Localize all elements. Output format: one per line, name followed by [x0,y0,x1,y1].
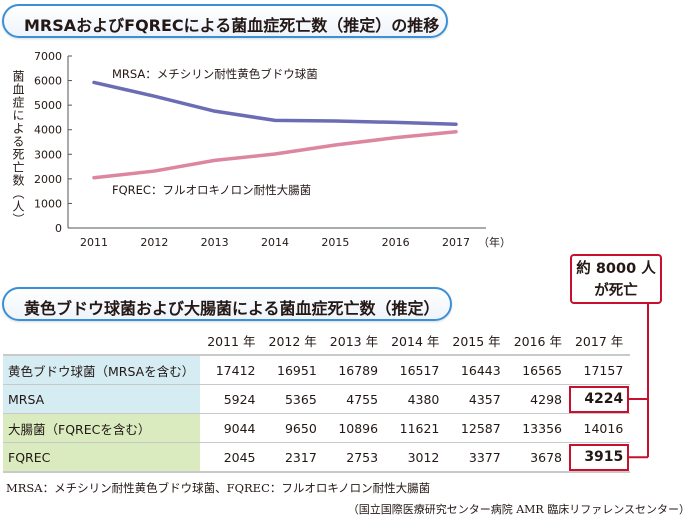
table-header-row: 2011 年 2012 年 2013 年 2014 年 2015 年 2016 … [3,326,631,356]
header-2015: 2015 年 [445,326,508,356]
table-cell: 16789 [323,355,386,385]
table-cell: 3012 [384,442,447,473]
y-tick-label: 6000 [34,75,62,88]
mrsa-series-line [92,80,458,126]
y-tick-label: 5000 [34,99,62,112]
y-tick-label: 0 [55,222,62,235]
table-cell: 16951 [262,355,324,385]
header-2014: 2014 年 [384,326,447,356]
callout-line2: が死亡 [594,283,638,299]
y-tick-label: 3000 [34,148,62,161]
table-cell: 9650 [262,413,324,443]
table-row-ecoli: 大腸菌（FQRECを含む） 9044 9650 10896 11621 1258… [3,413,631,443]
abbreviation-note: MRSA：メチシリン耐性黄色ブドウ球菌、FQREC：フルオロキノロン耐性大腸菌 [6,481,431,495]
header-blank [3,326,202,356]
x-tick-label: 2017 [442,236,470,249]
table-cell: 4755 [323,384,386,414]
table-cell: 12587 [445,413,508,443]
mrsa-series-label: MRSA：メチシリン耐性黄色ブドウ球菌 [112,67,318,81]
y-tick-label: 4000 [34,124,62,137]
y-tick-label: 7000 [34,50,62,63]
header-2016: 2016 年 [507,326,569,356]
table-cell: 13356 [507,413,569,443]
table-cell: 10896 [323,413,386,443]
table-row-mrsa: MRSA 5924 5365 4755 4380 4357 4298 4224 [3,384,631,414]
x-tick-label: 2015 [321,236,349,249]
table-cell: 3678 [507,442,569,473]
header-2017: 2017 年 [568,326,631,356]
table-title: 黄色ブドウ球菌および大腸菌による菌血症死亡数（推定） [24,299,440,318]
table-cell: 17157 [568,355,631,385]
x-tick-label: 2014 [261,236,289,249]
table-row-fqrec: FQREC 2045 2317 2753 3012 3377 3678 3915 [3,442,631,473]
table-cell: 4380 [384,384,447,414]
table-cell: 16443 [445,355,508,385]
row-label: 大腸菌（FQRECを含む） [3,413,202,443]
chart-title-banner: MRSAおよびFQRECによる菌血症死亡数（推定）の推移 [2,4,448,38]
table-cell: 3377 [445,442,508,473]
callout-box: 約 8000 人 が死亡 [570,254,662,304]
source-credit: （国立国際医療研究センター病院 AMR 臨床リファレンスセンター） [347,503,690,516]
line-chart: 0 1000 2000 3000 4000 5000 6000 7000 2011 2012 201… [11,50,511,249]
fqrec-series-label: FQREC：フルオロキノロン耐性大腸菌 [112,183,311,197]
highlighted-cell-mrsa-2017: 4224 [568,384,631,414]
table-cell: 4357 [445,384,508,414]
table-cell: 2753 [323,442,386,473]
table-title-banner: 黄色ブドウ球菌および大腸菌による菌血症死亡数（推定） [2,287,452,321]
y-tick-label: 2000 [34,173,62,186]
table-cell: 5924 [200,384,263,414]
x-tick-label: 2011 [80,236,108,249]
header-2011: 2011 年 [200,326,263,356]
callout-line1: 約 8000 人 [576,261,656,277]
death-count-table: 2011 年 2012 年 2013 年 2014 年 2015 年 2016 … [3,326,631,473]
x-tick-label: 2012 [140,236,168,249]
table-cell: 5365 [262,384,324,414]
header-2013: 2013 年 [323,326,386,356]
x-axis-unit: （年） [478,235,511,249]
x-tick-label: 2016 [382,236,410,249]
table-cell: 14016 [568,413,631,443]
fqrec-series-line [92,130,458,180]
table-cell: 17412 [200,355,263,385]
table-cell: 2045 [200,442,263,473]
table-row-staph: 黄色ブドウ球菌（MRSAを含む） 17412 16951 16789 16517… [3,355,631,385]
table-cell: 2317 [262,442,324,473]
x-tick-label: 2013 [201,236,229,249]
y-axis-label: 菌血症による死亡数（人） [11,70,25,226]
table-cell: 16517 [384,355,447,385]
chart-title: MRSAおよびFQRECによる菌血症死亡数（推定）の推移 [24,16,440,35]
header-2012: 2012 年 [262,326,324,356]
table-cell: 16565 [507,355,569,385]
y-tick-label: 1000 [34,197,62,210]
row-label: MRSA [3,384,202,414]
row-label: FQREC [3,442,202,473]
table-cell: 11621 [384,413,447,443]
table-cell: 4298 [507,384,569,414]
row-label: 黄色ブドウ球菌（MRSAを含む） [3,355,202,385]
table-cell: 9044 [200,413,263,443]
